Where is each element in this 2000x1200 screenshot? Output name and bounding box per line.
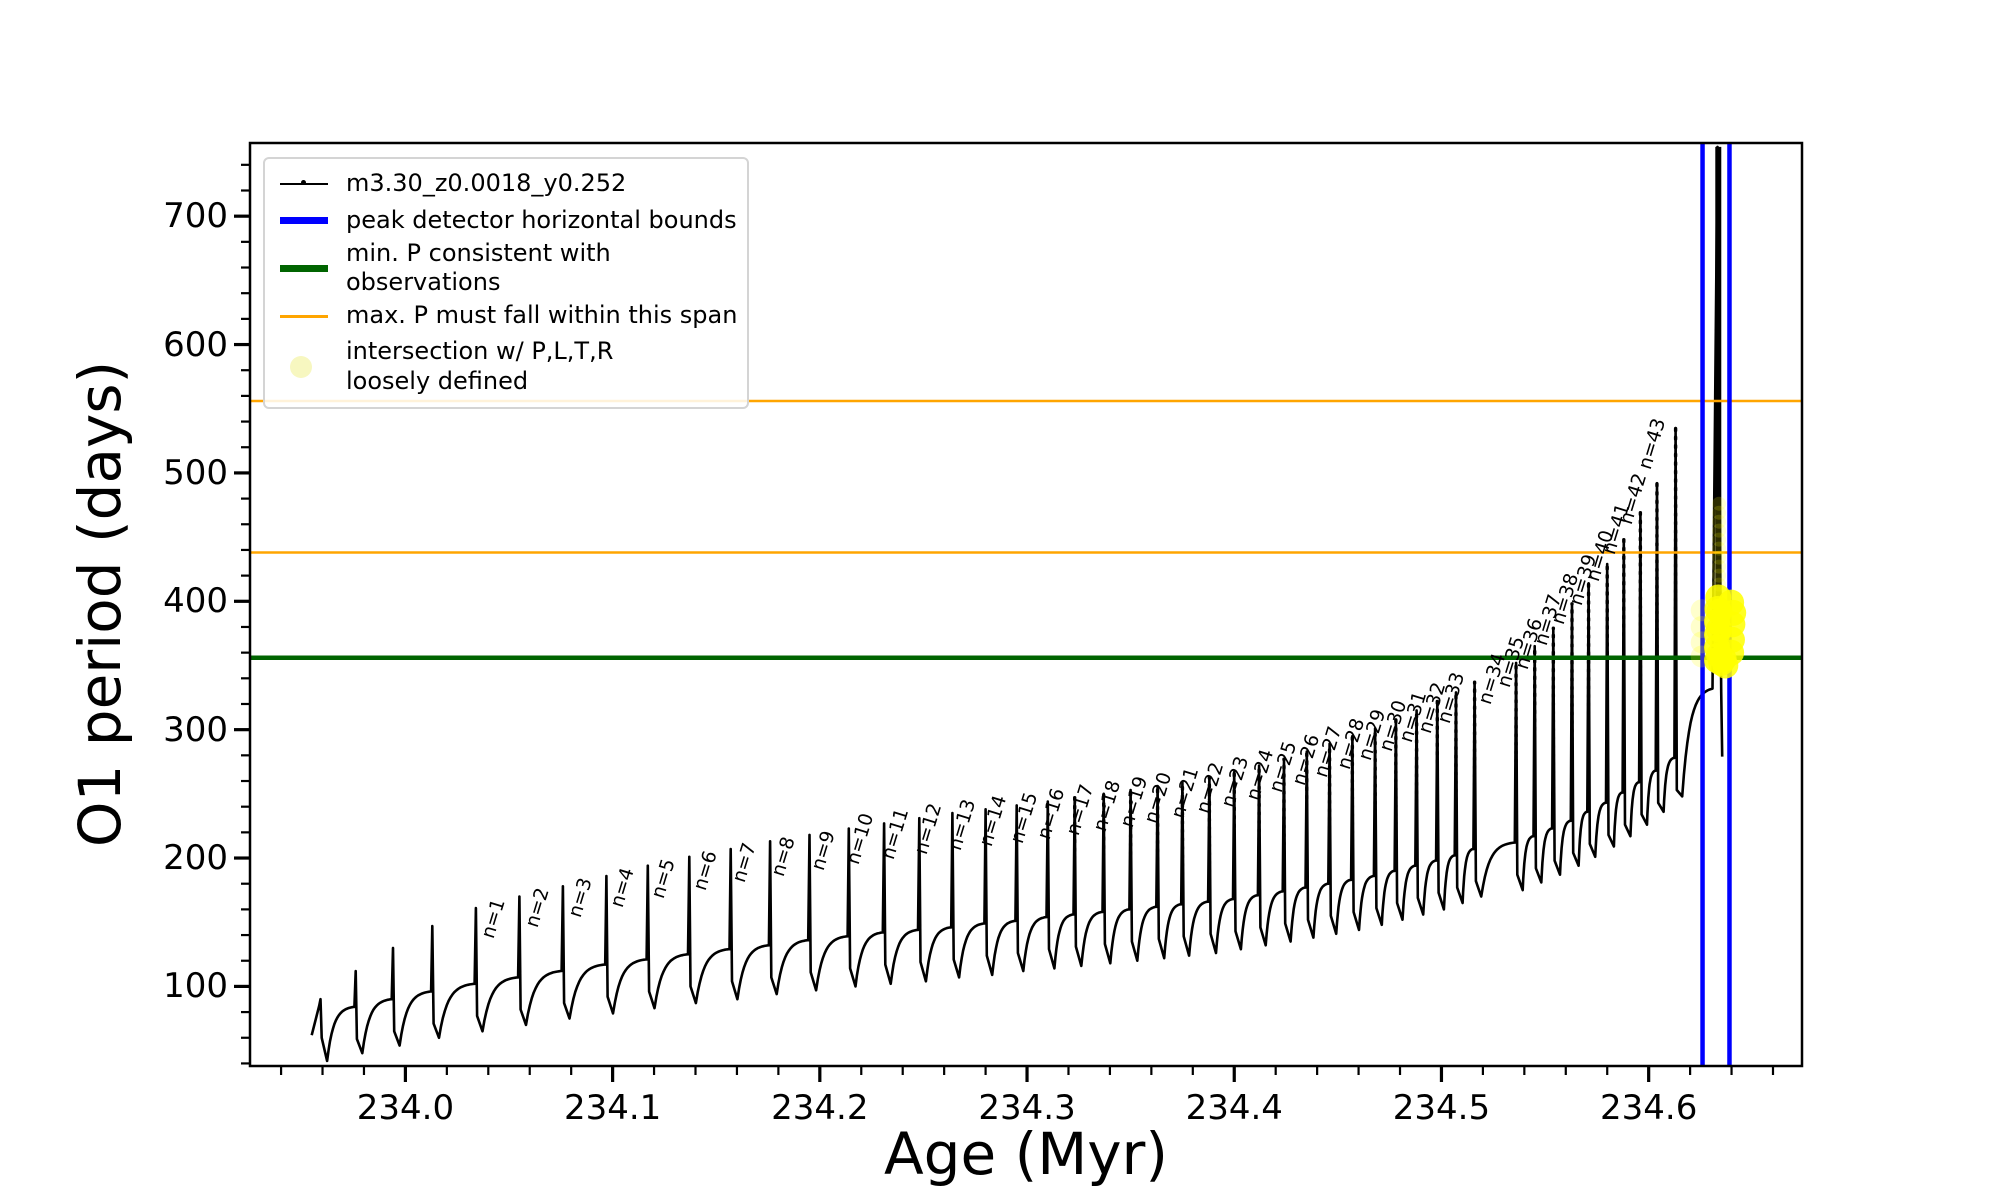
y-axis-label: O1 period (days) bbox=[66, 360, 134, 848]
legend-label: min. P consistent with observations bbox=[346, 239, 611, 297]
green-line-icon bbox=[280, 264, 328, 272]
x-tick-label: 234.0 bbox=[356, 1088, 455, 1128]
legend-item-peak-bounds: peak detector horizontal bounds bbox=[265, 202, 747, 239]
y-tick-label: 400 bbox=[163, 581, 228, 622]
intersection-point bbox=[1718, 589, 1745, 616]
blue-line-icon bbox=[280, 217, 328, 224]
x-axis-label: Age (Myr) bbox=[883, 1120, 1169, 1188]
intersection-point bbox=[1712, 514, 1727, 529]
x-tick-label: 234.3 bbox=[978, 1088, 1076, 1128]
series-line-icon bbox=[280, 179, 328, 185]
series-path bbox=[310, 145, 1724, 1063]
y-tick-label: 300 bbox=[163, 709, 228, 750]
yellow-circle-icon bbox=[280, 355, 328, 378]
y-tick-label: 700 bbox=[163, 196, 228, 237]
y-tick-label: 100 bbox=[163, 966, 228, 1007]
legend-label: m3.30_z0.0018_y0.252 bbox=[346, 168, 627, 197]
intersection-point bbox=[1712, 505, 1727, 520]
x-tick-label: 234.1 bbox=[563, 1088, 662, 1128]
intersection-point bbox=[1712, 532, 1727, 547]
y-tick-label: 500 bbox=[163, 452, 228, 493]
x-tick-label: 234.5 bbox=[1392, 1088, 1491, 1128]
legend-label: intersection w/ P,L,T,R loosely defined bbox=[346, 337, 614, 395]
legend-label: max. P must fall within this span bbox=[346, 301, 738, 330]
x-tick-label: 234.6 bbox=[1599, 1088, 1698, 1128]
intersection-point bbox=[1712, 541, 1727, 556]
x-tick-label: 234.2 bbox=[771, 1088, 869, 1128]
intersection-point bbox=[1712, 559, 1727, 574]
intersection-point bbox=[1712, 523, 1727, 538]
intersection-point bbox=[1712, 496, 1727, 511]
x-tick-label: 234.4 bbox=[1185, 1088, 1283, 1128]
legend: m3.30_z0.0018_y0.252 peak detector horiz… bbox=[263, 157, 749, 409]
legend-item-min-p: min. P consistent with observations bbox=[265, 239, 747, 298]
y-tick-label: 200 bbox=[163, 838, 228, 879]
legend-item-intersection: intersection w/ P,L,T,R loosely defined bbox=[265, 335, 747, 399]
legend-label: peak detector horizontal bounds bbox=[346, 205, 737, 234]
orange-line-icon bbox=[280, 314, 328, 318]
intersection-point bbox=[1712, 550, 1727, 565]
legend-item-max-p: max. P must fall within this span bbox=[265, 298, 747, 335]
legend-item-series: m3.30_z0.0018_y0.252 bbox=[265, 165, 747, 202]
y-tick-label: 600 bbox=[163, 324, 228, 365]
intersection-point bbox=[1712, 568, 1727, 583]
